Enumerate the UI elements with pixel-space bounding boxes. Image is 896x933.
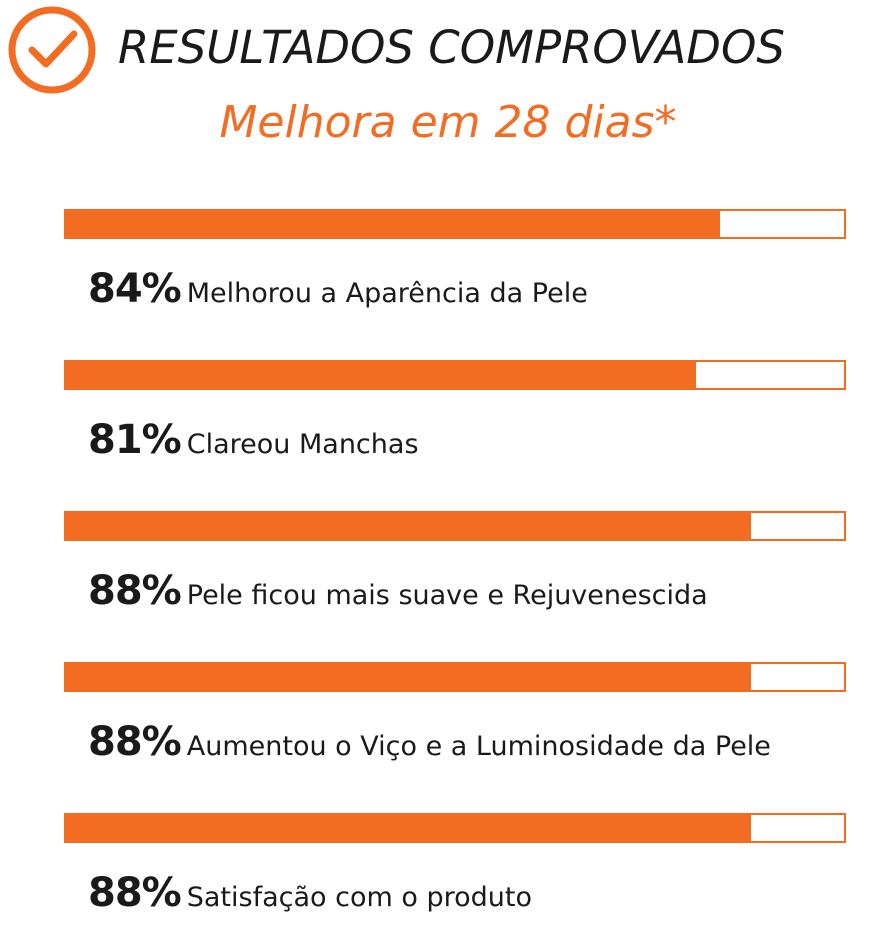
bar-category-label: Clareou Manchas bbox=[186, 429, 419, 460]
bar-label: 88% Pele ficou mais suave e Rejuvenescida bbox=[88, 563, 708, 624]
bar-track bbox=[64, 511, 846, 541]
bar-category-label: Satisfação com o produto bbox=[186, 882, 533, 913]
result-row: 81% Clareou Manchas bbox=[0, 360, 896, 480]
bar-value-label: 88% bbox=[88, 719, 182, 765]
bar-label: 88% Aumentou o Viço e a Luminosidade da P… bbox=[88, 714, 771, 775]
bar-value-label: 84% bbox=[88, 266, 182, 312]
bar-fill bbox=[66, 362, 697, 388]
chart-title: RESULTADOS COMPROVADOS bbox=[118, 21, 785, 74]
bar-value-label: 88% bbox=[88, 568, 182, 614]
bar-label: 84% Melhorou a Aparência da Pele bbox=[88, 261, 588, 322]
bar-category-label: Aumentou o Viço e a Luminosidade da Pele bbox=[186, 731, 771, 762]
bar-track bbox=[64, 662, 846, 692]
result-row: 88% Pele ficou mais suave e Rejuvenescida bbox=[0, 511, 896, 631]
bar-value-label: 88% bbox=[88, 870, 182, 916]
bar-fill bbox=[66, 664, 751, 690]
bar-category-label: Pele ficou mais suave e Rejuvenescida bbox=[186, 580, 708, 611]
bar-track bbox=[64, 813, 846, 843]
bar-fill bbox=[66, 815, 751, 841]
bar-track bbox=[64, 360, 846, 390]
result-row: 88% Satisfação com o produto bbox=[0, 813, 896, 933]
check-circle-icon bbox=[8, 6, 96, 94]
bar-value-label: 81% bbox=[88, 417, 182, 463]
bar-label: 81% Clareou Manchas bbox=[88, 412, 419, 473]
bar-fill bbox=[66, 513, 751, 539]
bar-category-label: Melhorou a Aparência da Pele bbox=[186, 278, 588, 309]
chart-subtitle: Melhora em 28 dias* bbox=[219, 97, 677, 148]
bar-track bbox=[64, 209, 846, 239]
result-row: 88% Aumentou o Viço e a Luminosidade da P… bbox=[0, 662, 896, 782]
bar-fill bbox=[66, 211, 720, 237]
result-row: 84% Melhorou a Aparência da Pele bbox=[0, 209, 896, 329]
bar-label: 88% Satisfação com o produto bbox=[88, 865, 532, 926]
